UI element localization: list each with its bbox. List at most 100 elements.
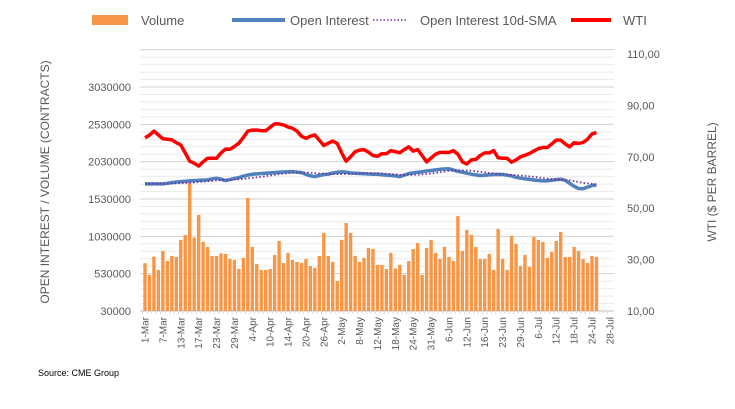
volume-bar xyxy=(590,255,594,311)
volume-bar xyxy=(152,256,156,311)
volume-bar xyxy=(205,246,210,311)
right-tick-label: 10,00 xyxy=(627,306,655,318)
volume-bar xyxy=(536,239,541,311)
right-tick-label: 70,00 xyxy=(627,152,655,164)
volume-bar xyxy=(415,242,420,311)
right-axis-title: WTI ($ PER BARREL) xyxy=(705,122,719,241)
volume-bar xyxy=(179,239,183,311)
x-tick-label: 12-Jun xyxy=(462,317,473,348)
legend-swatch-volume xyxy=(92,15,128,25)
x-tick-label: 12-Jul xyxy=(552,317,563,344)
gridlines xyxy=(140,49,614,314)
volume-bar xyxy=(335,280,339,311)
volume-bar xyxy=(313,267,317,311)
volume-bar xyxy=(232,259,237,311)
volume-bar xyxy=(339,239,344,311)
volume-bar xyxy=(393,268,398,311)
volume-bar xyxy=(411,248,415,311)
volume-bar xyxy=(447,256,451,311)
volume-bar xyxy=(389,252,393,311)
volume-bar xyxy=(380,264,384,311)
x-tick-label: 18-May xyxy=(391,317,402,350)
volume-bar xyxy=(272,255,277,311)
volume-bar xyxy=(375,264,380,311)
volume-bar xyxy=(299,262,304,311)
volume-bar xyxy=(429,239,433,311)
source-note: Source: CME Group xyxy=(38,368,119,378)
volume-bar xyxy=(331,261,335,311)
volume-bar xyxy=(223,253,228,311)
volume-bar xyxy=(523,255,527,311)
volume-bar xyxy=(241,257,246,311)
x-tick-label: 29-Jun xyxy=(516,317,527,348)
legend-label-volume: Volume xyxy=(141,13,184,28)
volume-bar xyxy=(491,269,496,311)
volume-bar xyxy=(559,231,563,311)
series-lines xyxy=(144,122,597,191)
volume-bar xyxy=(174,256,178,311)
volume-bar xyxy=(478,258,482,311)
volume-bar xyxy=(483,258,487,311)
volume-bar xyxy=(263,269,268,311)
volume-bar xyxy=(433,252,438,311)
volume-bar xyxy=(268,268,272,311)
legend-label-wti: WTI xyxy=(623,13,647,28)
volume-bar xyxy=(255,263,259,311)
volume-bar xyxy=(348,232,353,311)
x-tick-label: 7-Mar xyxy=(158,316,169,343)
x-tick-label: 20-Apr xyxy=(301,316,312,347)
volume-bar xyxy=(469,234,474,311)
legend: Volume Open Interest Open Interest 10d-S… xyxy=(92,13,647,28)
volume-bar xyxy=(371,248,375,311)
volume-bar xyxy=(424,247,429,311)
left-tick-label: 30000 xyxy=(100,306,131,318)
volume-bar xyxy=(170,255,174,311)
volume-bar xyxy=(322,232,326,311)
volume-bar xyxy=(496,228,500,311)
volume-bar xyxy=(527,266,532,311)
volume-bar xyxy=(353,255,357,311)
volume-bar xyxy=(295,261,299,311)
volume-bar xyxy=(165,260,170,311)
volume-bar xyxy=(210,255,214,311)
x-tick-label: 18-Jul xyxy=(570,317,581,344)
left-tick-label: 1030000 xyxy=(88,231,131,243)
volume-bar xyxy=(196,214,201,311)
x-tick-label: 16-Jun xyxy=(480,317,491,348)
volume-bar xyxy=(290,259,295,311)
volume-bar xyxy=(188,183,192,311)
x-tick-label: 6-Jun xyxy=(445,317,456,342)
x-tick-label: 29-Mar xyxy=(230,316,241,348)
volume-bar xyxy=(402,274,406,311)
volume-bar xyxy=(474,246,478,311)
x-tick-label: 8-May xyxy=(355,317,366,345)
volume-bar xyxy=(585,262,590,311)
volume-bar xyxy=(250,246,254,311)
right-tick-label: 110,00 xyxy=(627,49,660,61)
x-tick-label: 24-May xyxy=(409,317,420,350)
volume-bar xyxy=(532,236,536,311)
volume-bar xyxy=(456,215,460,311)
volume-bar xyxy=(581,258,585,311)
volume-bar xyxy=(460,250,465,311)
volume-bar xyxy=(277,240,281,311)
volume-bar xyxy=(541,241,545,311)
x-tick-label: 24-Jul xyxy=(588,317,599,344)
volume-bar xyxy=(214,255,219,311)
volume-bar xyxy=(572,246,576,311)
x-tick-label: 23-Mar xyxy=(212,316,223,348)
x-tick-label: 31-May xyxy=(427,317,438,350)
volume-bar xyxy=(156,269,161,311)
x-tick-label: 10-Apr xyxy=(266,316,277,347)
volume-bar xyxy=(594,256,599,311)
left-tick-label: 3030000 xyxy=(88,82,131,94)
x-tick-label: 23-Jun xyxy=(498,317,509,348)
right-tick-label: 90,00 xyxy=(627,100,655,112)
left-tick-label: 2030000 xyxy=(88,157,131,169)
volume-bar xyxy=(442,246,447,311)
volume-bar xyxy=(281,262,286,311)
legend-label-oi-sma: Open Interest 10d-SMA xyxy=(420,13,557,28)
x-tick-label: 28-Jul xyxy=(605,317,616,344)
volume-bar xyxy=(438,258,442,311)
volume-bar xyxy=(487,253,491,311)
